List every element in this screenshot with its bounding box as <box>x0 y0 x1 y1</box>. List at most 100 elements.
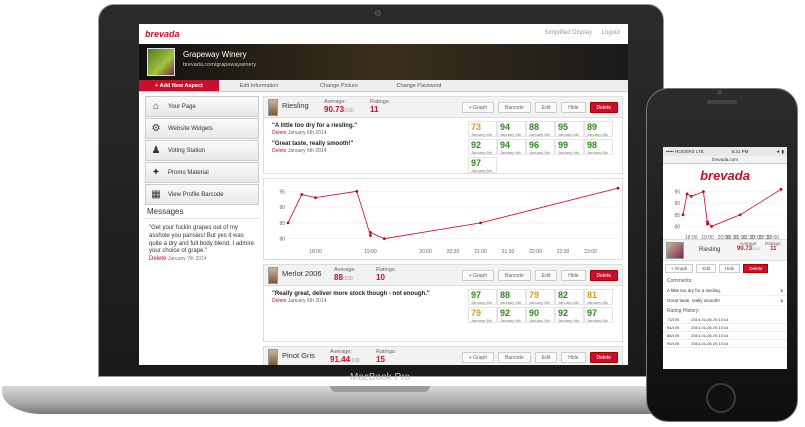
tab-change-picture[interactable]: Change Picture <box>320 83 358 89</box>
wine-actions: + Graph Barcode Edit Hide Delete <box>461 270 618 281</box>
data-point <box>710 224 713 228</box>
address-bar[interactable]: brevada.com <box>663 156 787 164</box>
data-point <box>685 192 689 196</box>
phone-screen: ••••• ROGERS LTE 6:31 PM ★ ▮ brevada.com… <box>663 147 787 369</box>
average-value: 90.73 <box>324 105 345 114</box>
data-point <box>706 220 709 224</box>
delete-button[interactable]: Delete <box>743 264 769 273</box>
hide-button[interactable]: Hide <box>719 264 741 273</box>
comments-list: "A little too dry for a riesling." Delete… <box>272 123 452 159</box>
score-value: 89 <box>587 122 598 132</box>
edit-button[interactable]: Edit <box>696 264 717 273</box>
score-tile: 89 January 6th <box>584 121 613 137</box>
score-value: 94 <box>500 122 511 132</box>
tab-change-password[interactable]: Change Password <box>396 83 442 89</box>
phone-rating-chart: 95 90 85 80 18:00 19:00 20:00 20:30 21:00 21:30 22… <box>663 183 787 241</box>
message-delete-link[interactable]: Delete <box>149 256 167 263</box>
y-tick-label: 80 <box>279 237 285 243</box>
comment-item: "A little too dry for a riesling." Delete… <box>272 123 452 136</box>
graph-button[interactable]: + Graph <box>461 352 494 363</box>
delete-button[interactable]: Delete <box>589 102 618 113</box>
edit-button[interactable]: Edit <box>534 102 558 113</box>
simplified-display-link[interactable]: Simplified Display <box>544 30 592 36</box>
hide-button[interactable]: Hide <box>561 352 586 363</box>
comment-item: "Great taste, really smooth!" Delete Janu… <box>272 141 452 154</box>
comment-delete-link[interactable]: Delete <box>272 298 287 304</box>
logout-link[interactable]: Logout <box>601 30 620 36</box>
data-point <box>314 196 317 200</box>
score-value: 79 <box>471 308 482 318</box>
history-time: 2014-01-06 20:13:14 <box>691 325 729 330</box>
score-tile: 82 January 6th <box>555 289 584 305</box>
phone-rating-chart-svg: 95 90 85 80 18:00 19:00 20:0020:3021:0021:3022… <box>674 187 783 241</box>
comment-delete-link[interactable]: Delete <box>272 130 287 136</box>
macbook-label: MacBook Pro <box>349 372 411 383</box>
sidebar-item-promo-material[interactable]: ✦ Promo Material <box>145 162 259 183</box>
history-row: 88/100 2014-01-06 20:13:14 <box>663 332 787 340</box>
ratings-label: Ratings: <box>765 241 782 246</box>
sidebar-item-your-page[interactable]: ⌂ Your Page <box>145 96 259 117</box>
graph-button[interactable]: + Graph <box>461 102 494 113</box>
ratings-value: 10 <box>376 273 385 282</box>
average-value: 91.44 <box>330 355 351 364</box>
series-line <box>682 188 782 227</box>
sidebar-item-label: Promo Material <box>168 169 209 176</box>
y-tick-label: 95 <box>674 190 680 196</box>
score-tile: 98 January 6th <box>584 139 613 155</box>
x-tick-label: 22:30 <box>758 235 771 239</box>
delete-button[interactable]: Delete <box>589 352 618 363</box>
ratings-value: 11 <box>370 105 379 114</box>
sidebar-item-label: Voting Station <box>168 147 206 154</box>
ratings-label: Ratings: <box>376 349 397 355</box>
hide-button[interactable]: Hide <box>561 102 586 113</box>
score-tile: 88 January 6th <box>497 289 526 305</box>
remove-comment-icon[interactable]: x <box>780 288 783 293</box>
winery-url[interactable]: brevada.com/grapewaywinery <box>183 62 257 68</box>
comment-delete-link[interactable]: Delete <box>272 148 287 154</box>
barcode-button[interactable]: Barcode <box>498 102 531 113</box>
x-tick-label: 20:30 <box>447 249 460 255</box>
brevada-logo[interactable]: brevada <box>700 168 750 183</box>
sidebar-item-view-profile-barcode[interactable]: ▦ View Profile Barcode <box>145 184 259 205</box>
edit-button[interactable]: Edit <box>534 352 558 363</box>
wine-name: Pinot Gris <box>282 351 315 360</box>
data-point <box>738 213 742 217</box>
score-value: 88 <box>529 122 540 132</box>
score-date: January 6th <box>558 150 579 155</box>
graph-button[interactable]: + Graph <box>461 270 494 281</box>
average-value: 88 <box>334 273 343 282</box>
home-button[interactable] <box>706 383 736 413</box>
score-value: 88 <box>500 290 511 300</box>
data-point <box>681 213 685 217</box>
winery-avatar <box>147 48 175 76</box>
barcode-button[interactable]: Barcode <box>498 352 531 363</box>
camera-icon <box>375 10 381 16</box>
barcode-button[interactable]: Barcode <box>498 270 531 281</box>
series-line <box>287 187 619 240</box>
ratings-count: Ratings: 11 <box>765 241 782 252</box>
remove-comment-icon[interactable]: x <box>780 298 783 303</box>
score-grid: 73 January 6th 94 January 6th 88 January 6th 9… <box>468 121 613 173</box>
tab-add-new-aspect[interactable]: + Add New Aspect <box>139 80 219 91</box>
score-date: January 6th <box>500 132 521 137</box>
brevada-logo[interactable]: brevada <box>145 29 180 39</box>
average-label: Average: <box>334 267 356 273</box>
sidebar-item-label: Your Page <box>168 103 196 110</box>
x-tick-label: 23:00 <box>767 235 780 239</box>
sparkle-icon: ✦ <box>151 166 161 178</box>
wine-header-pinot-gris: Pinot Gris Average: 91.44/100 Ratings: 15 … <box>263 346 623 365</box>
sidebar-item-voting-station[interactable]: ♟ Voting Station <box>145 140 259 161</box>
score-grid: 97 January 6th 88 January 6th 79 January 6th 8… <box>468 289 613 323</box>
edit-button[interactable]: Edit <box>534 270 558 281</box>
comment-text: A little too dry for a riesling. <box>667 288 722 293</box>
score-tile: 97 January 6th <box>584 307 613 323</box>
sidebar-item-website-widgets[interactable]: ⚙ Website Widgets <box>145 118 259 139</box>
message-text: "Get your fuckin grapes out of my asshol… <box>149 225 255 255</box>
messages-title: Messages <box>147 207 184 216</box>
hide-button[interactable]: Hide <box>561 270 586 281</box>
wine-bottle-thumb <box>268 267 278 284</box>
graph-button[interactable]: + Graph <box>665 264 694 273</box>
tab-edit-information[interactable]: Edit Information <box>239 83 279 89</box>
delete-button[interactable]: Delete <box>589 270 618 281</box>
wine-header-riesling: Riesling Average: 90.73/100 Ratings: 11 + … <box>263 96 623 118</box>
